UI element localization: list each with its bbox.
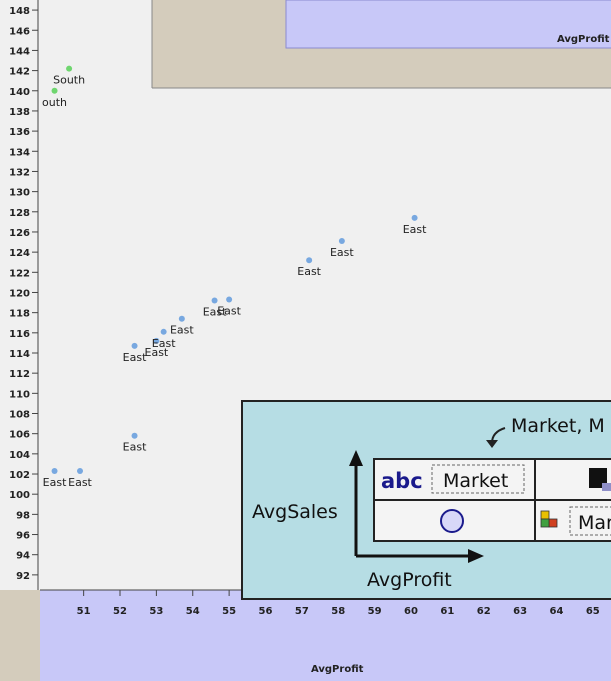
y-tick-label: 120 [9,288,30,299]
data-point-east[interactable] [160,328,167,335]
text-field-pill [431,464,525,494]
y-tick-label: 130 [9,188,30,199]
data-point-label: East [123,351,147,364]
y-tick-label: 112 [9,369,30,380]
y-tick-label: 92 [16,571,30,582]
data-point-label: East [43,476,67,489]
data-point-east[interactable] [306,257,313,264]
x-tick-label: 64 [549,606,563,617]
text-mark-icon: abc [381,469,423,493]
data-point-label: East [170,324,194,337]
y-tick-label: 100 [9,490,30,501]
x-tick-label: 59 [368,606,382,617]
y-tick-label: 148 [9,6,30,17]
bottom-shelf-panel[interactable] [40,590,611,681]
data-point-label: East [217,305,241,318]
y-tick-label: 138 [9,107,30,118]
top-shelf-panel[interactable] [285,0,611,49]
y-tick-label: 136 [9,127,30,138]
x-tick-label: 53 [149,606,163,617]
y-tick-label: 94 [16,551,30,562]
legend-caption: Market, M [511,415,605,437]
y-tick-label: 104 [9,450,30,461]
y-tick-label: 146 [9,26,30,37]
show-me-legend[interactable]: Market, M abc Market Mar AvgSales AvgPro… [241,400,611,600]
color-field-pill [569,506,611,536]
data-point-east[interactable] [178,315,185,322]
data-point-east[interactable] [226,296,233,303]
x-tick-label: 63 [513,606,527,617]
y-tick-label: 98 [16,510,30,521]
y-tick-label: 124 [9,248,30,259]
data-point-south[interactable] [51,87,58,94]
x-tick-label: 62 [477,606,491,617]
data-point-east[interactable] [77,467,84,474]
x-tick-label: 57 [295,606,309,617]
color-field-label: Mar [578,512,611,534]
data-point-south[interactable] [66,65,73,72]
data-point-label: East [68,476,92,489]
y-tick-label: 142 [9,67,30,78]
bottom-shelf-title: AvgProfit [311,664,364,675]
legend-rows-label: AvgSales [252,501,338,523]
cols-arrow-head-icon [468,549,484,563]
y-tick-label: 132 [9,167,30,178]
y-tick-label: 96 [16,531,30,542]
data-point-label: East [330,246,354,259]
x-tick-label: 56 [259,606,273,617]
y-tick-label: 134 [9,147,30,158]
data-point-east[interactable] [338,238,345,245]
data-point-east[interactable] [153,337,160,344]
y-axis-ticks: 92 94 96 98 100 102 104 106 108 110 112 114 116 118 12… [9,6,38,582]
data-point-label: East [203,306,227,319]
y-tick-label: 114 [9,349,30,360]
x-tick-label: 51 [77,606,91,617]
x-tick-label: 52 [113,606,127,617]
data-point-east[interactable] [411,214,418,221]
curved-arrow-head-icon [486,440,498,448]
y-tick-label: 118 [9,309,30,320]
data-point-label: East [152,337,176,350]
x-tick-label: 65 [586,606,600,617]
x-tick-label: 61 [440,606,454,617]
y-axis-strip [0,0,40,590]
y-tick-label: 126 [9,228,30,239]
x-tick-label: 60 [404,606,418,617]
rows-arrow-head-icon [349,450,363,466]
y-tick-label: 108 [9,410,30,421]
y-tick-label: 106 [9,430,30,441]
data-point-label: South [53,74,85,87]
data-point-label: East [123,441,147,454]
color-swatch-shadow-icon [602,483,611,491]
shape-circle-icon [440,509,464,533]
data-point-east[interactable] [51,467,58,474]
text-field-label: Market [443,470,508,492]
y-tick-label: 110 [9,389,30,400]
y-tick-label: 128 [9,208,30,219]
data-point-east[interactable] [211,297,218,304]
data-point-label: East [403,223,427,236]
y-tick-label: 140 [9,87,30,98]
y-tick-label: 102 [9,470,30,481]
y-tick-label: 122 [9,268,30,279]
color-palette-icon [540,510,558,528]
data-point-label: outh [42,96,67,109]
top-shelf-title: AvgProfit [557,34,610,45]
x-tick-label: 55 [222,606,236,617]
x-tick-label: 58 [331,606,345,617]
data-point-east[interactable] [131,432,138,439]
data-point-label: East [145,346,169,359]
legend-cols-label: AvgProfit [367,569,452,591]
x-tick-label: 54 [186,606,200,617]
y-tick-label: 116 [9,329,30,340]
x-axis-ticks: 51 52 53 54 55 56 57 58 59 60 61 62 63 64 65 [77,590,600,617]
data-point-east[interactable] [131,342,138,349]
data-point-label: East [297,265,321,278]
y-tick-label: 144 [9,46,30,57]
